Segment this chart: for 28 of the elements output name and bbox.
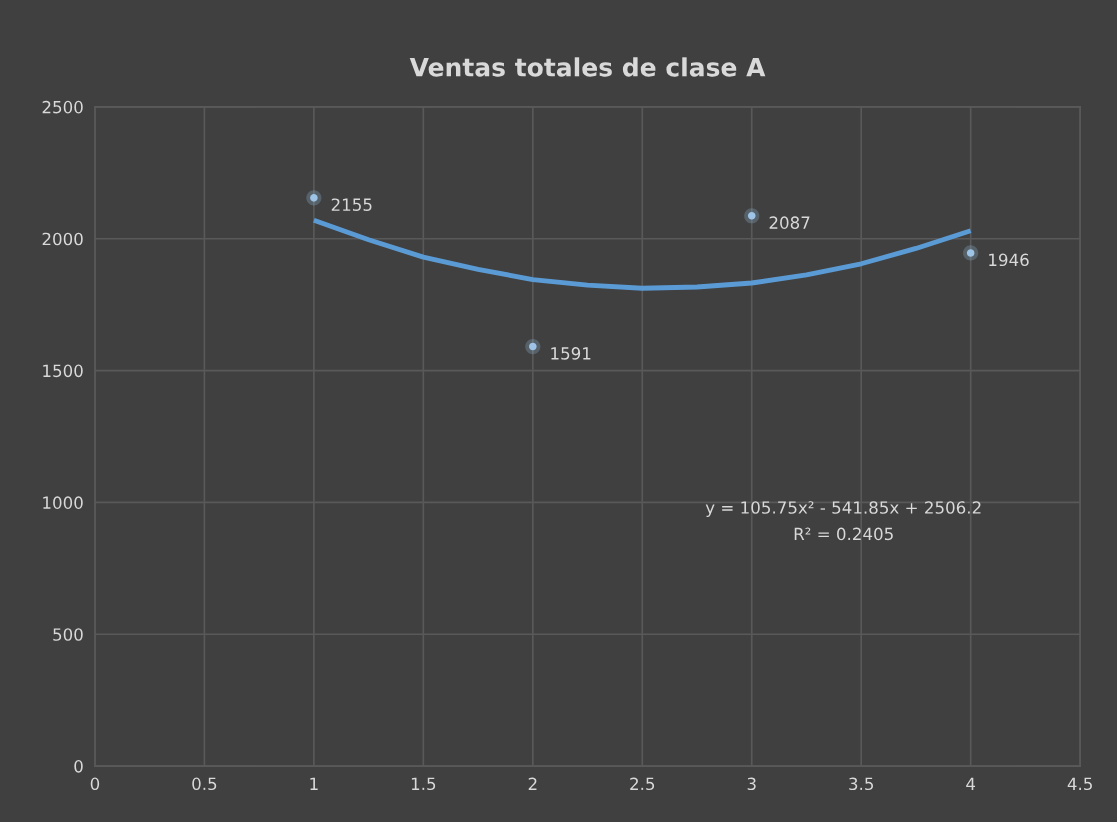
- data-label: 2155: [331, 198, 372, 211]
- x-tick-label: 1.5: [411, 777, 436, 791]
- x-tick-label: 4: [966, 777, 976, 790]
- line-series: [311, 217, 974, 291]
- x-tick-label: 0: [90, 777, 100, 791]
- data-label: 1591: [551, 347, 591, 360]
- y-tick-label: 1500: [43, 364, 83, 378]
- y-tick-label: 2000: [42, 232, 83, 246]
- chart-title: Ventas totales de clase A: [409, 57, 766, 77]
- point: [525, 338, 541, 355]
- data-label: 1946: [989, 253, 1029, 267]
- y-tick-label: 500: [53, 628, 83, 641]
- point: [306, 190, 322, 206]
- y-tick-label: 1000: [43, 496, 83, 509]
- point: [744, 208, 760, 224]
- x-tick-label: 0.5: [192, 777, 217, 791]
- x-tick-label: 3: [747, 777, 756, 791]
- annotation: R² = 0.2405: [794, 527, 893, 541]
- x-tick-label: 3.5: [849, 777, 873, 791]
- x-tick-label: 4.5: [1067, 777, 1092, 791]
- y-tick-label: 0: [74, 760, 83, 773]
- annotation: y = 105.75x² - 541.85x + 2506.2: [705, 501, 981, 518]
- y-tick-label: 2500: [42, 100, 83, 114]
- x-tick-label: 2: [528, 777, 537, 790]
- x-tick-label: 2.5: [630, 777, 655, 791]
- point: [963, 245, 979, 261]
- data-label: 2087: [769, 216, 810, 229]
- x-tick-label: 1: [310, 777, 318, 790]
